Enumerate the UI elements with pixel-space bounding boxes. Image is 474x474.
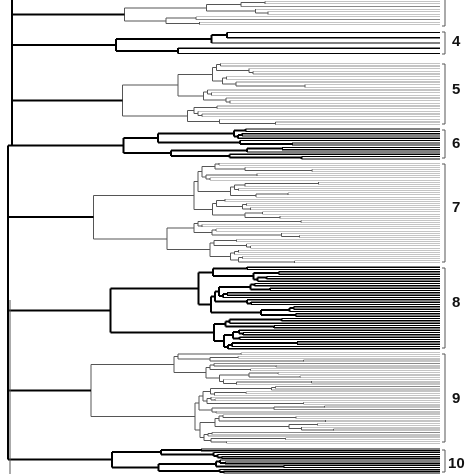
tree-branches: [7, 0, 334, 474]
cluster-label-9: 9: [452, 390, 460, 407]
cluster-label-10: 10: [448, 455, 465, 472]
cluster-label-4: 4: [452, 33, 461, 50]
cluster-label-6: 6: [452, 135, 460, 152]
cluster-brackets: [442, 0, 446, 473]
cluster-label-5: 5: [452, 81, 460, 98]
leaf-lines: [177, 0, 440, 474]
cluster-label-8: 8: [452, 294, 460, 311]
cluster-label-7: 7: [452, 199, 460, 216]
cluster-labels: 4 5 6 7 8 9 10: [448, 33, 465, 472]
